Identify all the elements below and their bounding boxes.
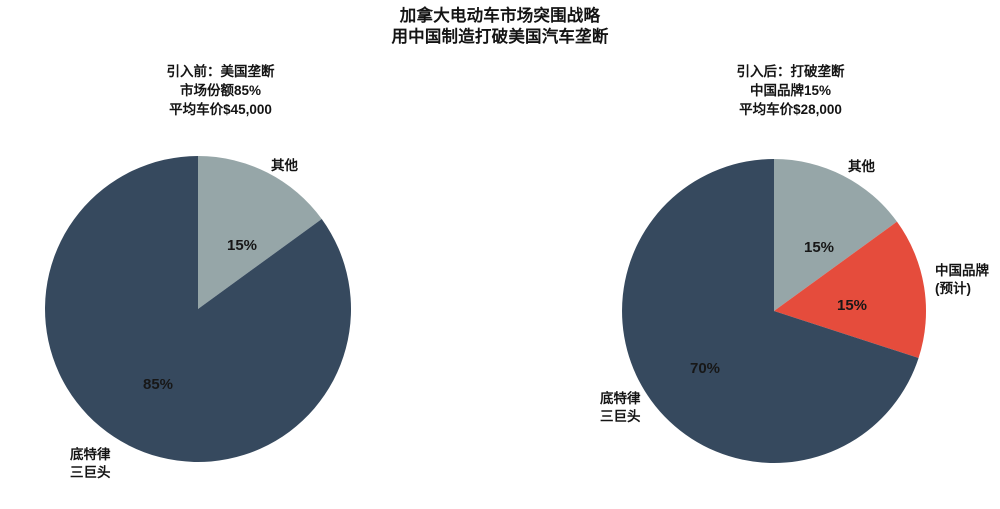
left-panel-subtitle: 引入前：美国垄断 市场份额85% 平均车价$45,000 (98, 62, 343, 119)
left-callout-big3-line-1: 底特律 (70, 447, 111, 462)
right-panel-subtitle: 引入后：打破垄断 中国品牌15% 平均车价$28,000 (668, 62, 913, 119)
left-subtitle-line-3: 平均车价$45,000 (169, 102, 272, 117)
title-line-2: 用中国制造打破美国汽车垄断 (391, 28, 609, 46)
right-slice-other[interactable] (774, 159, 897, 311)
right-subtitle-line-3: 平均车价$28,000 (739, 102, 842, 117)
right-callout-china: 中国品牌 (预计) (935, 262, 989, 298)
right-callout-big3-line-2: 三巨头 (600, 409, 641, 424)
left-callout-big3-line-2: 三巨头 (70, 465, 111, 480)
page-title: 加拿大电动车市场突围战略 用中国制造打破美国汽车垄断 (0, 6, 1000, 48)
right-subtitle-line-1: 引入后：打破垄断 (736, 64, 845, 79)
right-pie-chart: 15% 15% 70% (622, 158, 927, 464)
right-slice-other-value: 15% (804, 239, 834, 256)
right-callout-china-line-1: 中国品牌 (935, 263, 989, 278)
title-line-1: 加拿大电动车市场突围战略 (399, 7, 601, 25)
right-slice-china[interactable] (774, 221, 927, 358)
left-subtitle-line-1: 引入前：美国垄断 (166, 64, 275, 79)
left-callout-other: 其他 (271, 157, 298, 175)
right-callout-big3: 底特律 三巨头 (600, 390, 641, 426)
left-slice-other[interactable] (198, 156, 322, 309)
left-pie-svg: 15% 85% (45, 156, 352, 462)
left-pie-chart: 15% 85% (45, 155, 352, 463)
right-callout-other: 其他 (848, 158, 875, 176)
right-subtitle-line-2: 中国品牌15% (749, 83, 832, 98)
left-slice-big3-value: 85% (143, 376, 173, 393)
right-callout-china-line-2: (预计) (935, 281, 971, 296)
left-slice-other-value: 15% (227, 237, 257, 254)
right-callout-other-label: 其他 (848, 159, 875, 174)
right-callout-big3-line-1: 底特律 (600, 391, 641, 406)
right-slice-big3[interactable] (622, 159, 919, 463)
right-pie-svg: 15% 15% 70% (622, 159, 927, 463)
left-callout-big3: 底特律 三巨头 (70, 446, 111, 482)
left-slice-big3[interactable] (45, 156, 352, 462)
left-callout-other-label: 其他 (271, 158, 298, 173)
right-slice-china-value: 15% (837, 297, 867, 314)
right-slice-big3-value: 70% (690, 360, 720, 377)
left-subtitle-line-2: 市场份额85% (179, 83, 262, 98)
